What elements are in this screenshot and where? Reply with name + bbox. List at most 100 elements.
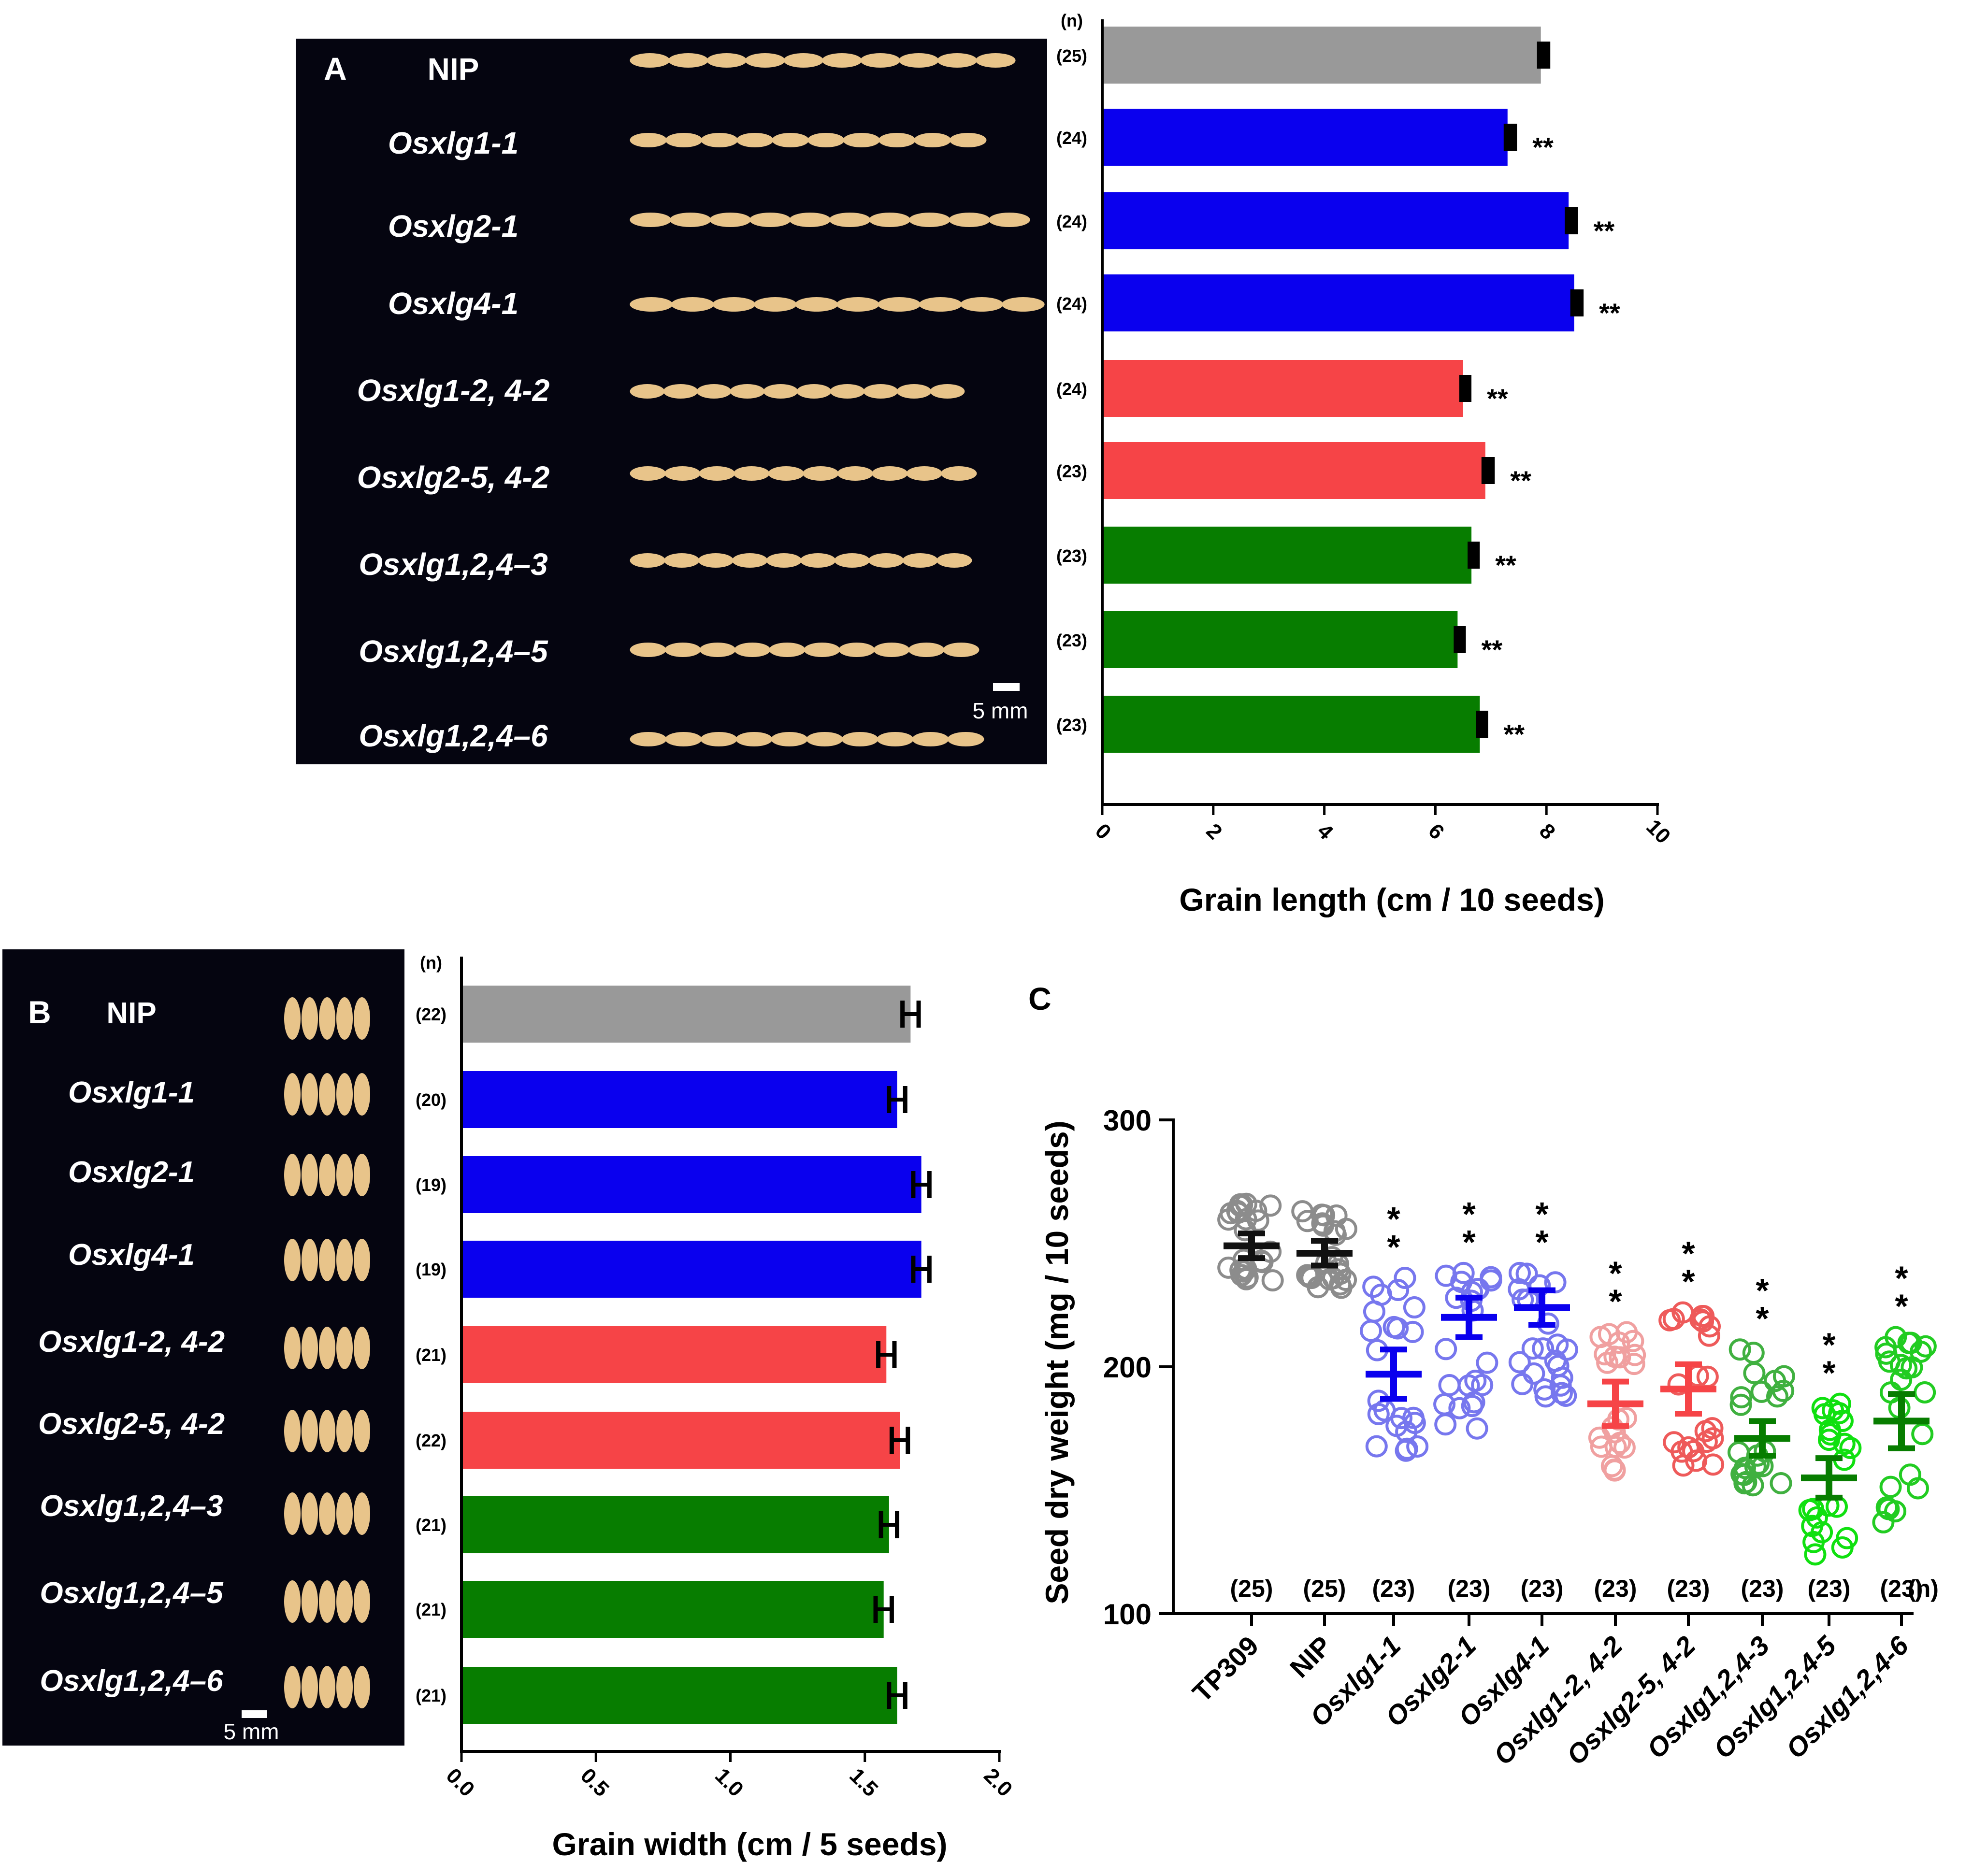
panel-b-grain (284, 1410, 301, 1452)
panel-b-grain (336, 1492, 353, 1535)
panel-c-data-point (1742, 1342, 1765, 1364)
panel-a-grain (630, 732, 667, 746)
panel-a-grain (834, 553, 870, 568)
panel-b-genotype-label: Osxlg1,2,4–3 (40, 1489, 223, 1523)
panel-a-photo: A NIP Osxlg1-1 Osxlg2-1 Osxlg4-1 Osxlg1-2, 4… (296, 39, 1047, 764)
panel-a-grain (745, 53, 785, 68)
panel-c-data-point (1550, 1382, 1573, 1404)
panel-c-significance: * (1756, 1300, 1769, 1337)
panel-a-grain (872, 466, 908, 481)
panel-b-x-tick-label: 1.0 (710, 1764, 748, 1802)
panel-a-grain (902, 553, 938, 568)
panel-a-error-bar (1537, 42, 1551, 69)
panel-b-chart: (n) 0.0 0.5 1.0 1.5 2.0 Grain width (cm / 5 s… (416, 953, 1017, 1862)
panel-b-x-tick-label: 0.0 (442, 1764, 479, 1802)
panel-b-grain (354, 1154, 370, 1196)
panel-c-data-point (1613, 1436, 1636, 1459)
panel-b-grain (302, 1239, 318, 1281)
panel-c-data-point (1247, 1209, 1269, 1232)
panel-c-data-point (1603, 1346, 1626, 1368)
panel-a-grain (906, 466, 942, 481)
panel-b-bar (463, 1326, 887, 1383)
panel-b-grain (284, 1154, 301, 1196)
panel-a-error-bar (1459, 375, 1472, 402)
panel-a-grain (753, 297, 797, 312)
panel-c-data-point (1313, 1204, 1336, 1227)
panel-c-x-tick-label: Osxlg1-2, 4-2 (1487, 1630, 1628, 1771)
panel-a-error-bar (1503, 124, 1517, 151)
panel-c-data-point (1701, 1417, 1724, 1440)
panel-b-grain (284, 1327, 301, 1369)
panel-c-n-label: (23) (1808, 1575, 1851, 1602)
panel-a-n-label: (23) (1056, 715, 1087, 735)
panel-c-significance: * (1535, 1223, 1549, 1261)
panel-c-data-point (1914, 1335, 1937, 1358)
panel-b-grain (354, 1666, 370, 1708)
panel-a-grain (908, 643, 945, 657)
panel-c-data-point (1508, 1351, 1531, 1374)
panel-c-data-point (1532, 1337, 1555, 1360)
panel-c-significance: * (1387, 1228, 1400, 1266)
panel-a-grain (699, 466, 735, 481)
panel-b-grain (319, 1073, 335, 1116)
panel-c-data-point (1772, 1365, 1795, 1388)
panel-b-bar (463, 986, 911, 1043)
panel-a-grain (796, 384, 832, 399)
panel-a-grain (943, 643, 979, 657)
panel-c-x-tick-label: NIP (1284, 1630, 1338, 1684)
panel-b-scale-bar (242, 1710, 267, 1718)
panel-a-significance: ** (1487, 383, 1508, 414)
panel-c-significance: * (1822, 1326, 1836, 1364)
panel-b-grain (319, 1154, 335, 1196)
panel-a-grain (769, 643, 806, 657)
panel-a-n-label: (24) (1056, 294, 1087, 314)
panel-b-grain (336, 1410, 353, 1452)
panel-a-genotype-label: Osxlg1-1 (388, 126, 518, 160)
panel-a-grain (795, 297, 838, 312)
panel-b-n-label: (21) (416, 1600, 446, 1619)
panel-b-x-axis-title: Grain width (cm / 5 seeds) (552, 1826, 948, 1862)
panel-a-grain (766, 553, 802, 568)
panel-c-data-point (1394, 1267, 1416, 1289)
panel-b-bar (463, 1241, 922, 1298)
panel-c-significance: * (1609, 1282, 1622, 1320)
panel-c-data-point (1899, 1463, 1921, 1486)
panel-c-data-point (1464, 1369, 1487, 1392)
panel-a-grain (664, 466, 701, 481)
panel-a-error-bar (1565, 207, 1578, 234)
panel-a-x-tick-label: 6 (1424, 819, 1449, 844)
panel-a-error-bar (1476, 711, 1488, 738)
panel-a-grain (696, 384, 732, 399)
panel-b-grain (354, 1492, 370, 1535)
panel-b-grain (302, 1410, 318, 1452)
panel-a-n-label: (23) (1056, 461, 1087, 481)
panel-a-grain (664, 643, 701, 657)
panel-a-x-tick-label: 8 (1535, 819, 1560, 844)
panel-a-grain (749, 213, 791, 227)
panel-a-grain (837, 466, 873, 481)
panel-a-grain (630, 297, 673, 312)
panel-b-grain (284, 997, 301, 1040)
panel-a-grain (863, 384, 898, 399)
panel-b-grain (354, 1580, 370, 1623)
panel-b-grain (354, 1239, 370, 1281)
panel-c-data-point (1547, 1355, 1570, 1377)
panel-c-data-point (1383, 1316, 1405, 1338)
panel-c-y-tick-label: 100 (1103, 1598, 1152, 1631)
panel-c-data-point (1433, 1393, 1456, 1416)
panel-c-n-label: (23) (1667, 1575, 1710, 1602)
panel-b-n-label: (21) (416, 1515, 446, 1535)
panel-c-data-point (1261, 1269, 1284, 1292)
panel-a-bar (1104, 192, 1569, 249)
panel-c-data-point (1698, 1324, 1720, 1347)
panel-a-genotype-label: NIP (428, 52, 479, 86)
panel-a-grain (829, 213, 871, 227)
panel-b-grain (319, 1239, 335, 1281)
panel-a-bar (1104, 442, 1485, 499)
panel-c-data-point (1329, 1273, 1352, 1296)
panel-a-error-bar (1481, 457, 1495, 484)
panel-c-data-point (1729, 1393, 1752, 1416)
panel-b-grain (336, 1239, 353, 1281)
panel-c-data-point (1733, 1463, 1756, 1486)
panel-c-data-point (1875, 1342, 1898, 1365)
